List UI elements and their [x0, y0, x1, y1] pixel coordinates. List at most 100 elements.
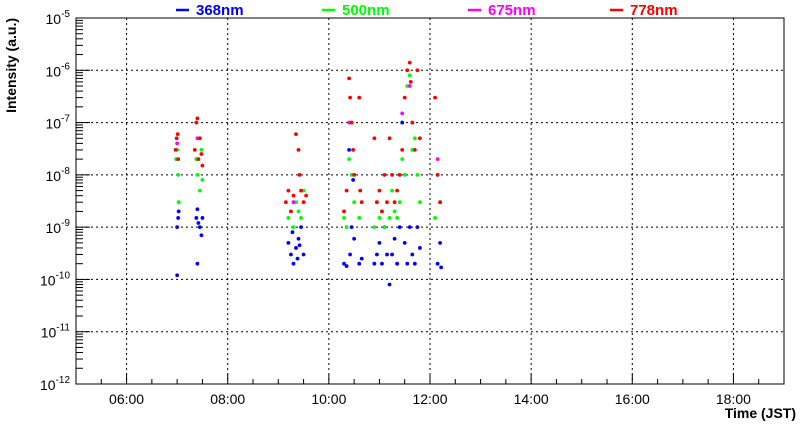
data-point	[372, 136, 377, 141]
legend: 368nm 500nm 675nm 778nm	[176, 2, 678, 19]
data-point	[375, 252, 379, 257]
data-point	[294, 246, 298, 250]
data-point	[348, 95, 352, 100]
data-point	[199, 152, 204, 156]
data-point	[296, 236, 301, 241]
data-point	[402, 240, 407, 245]
data-point	[173, 148, 178, 152]
data-point	[417, 246, 422, 250]
data-point	[375, 200, 379, 205]
grid-lines	[76, 18, 784, 384]
data-point	[342, 216, 346, 220]
data-point	[417, 200, 422, 205]
series-368nm	[175, 120, 444, 287]
data-point	[402, 172, 407, 177]
data-point	[344, 188, 349, 193]
data-point	[400, 157, 405, 162]
axes: 06:00 08:00 10:00 12:00 14:00 16:00 18:00 10-12…	[40, 9, 760, 407]
data-point	[415, 172, 420, 177]
data-point	[342, 261, 346, 266]
data-point	[344, 225, 349, 230]
data-point	[395, 261, 400, 266]
data-point	[352, 172, 357, 177]
data-point	[380, 261, 384, 266]
x-tick-label: 14:00	[514, 391, 549, 407]
x-tick-label: 06:00	[109, 391, 144, 407]
data-point	[283, 200, 288, 205]
data-point	[405, 261, 410, 266]
data-point	[291, 225, 296, 230]
data-point	[412, 136, 417, 141]
data-point	[387, 136, 392, 141]
data-point	[392, 209, 397, 214]
data-point	[286, 188, 291, 193]
data-point	[175, 225, 180, 230]
legend-entry: 500nm	[342, 2, 390, 19]
data-point	[291, 193, 296, 198]
data-point	[439, 265, 444, 270]
data-point	[397, 225, 402, 230]
data-point	[289, 252, 293, 257]
data-point	[176, 172, 181, 177]
data-point	[352, 236, 357, 241]
data-point	[400, 148, 405, 152]
data-point	[372, 261, 377, 266]
data-point	[400, 120, 405, 125]
data-point	[301, 252, 306, 257]
data-point	[198, 136, 202, 141]
data-point	[175, 132, 180, 137]
y-tick-label: 10-9	[46, 218, 71, 236]
y-axis-title: Intensity (a.u.)	[3, 18, 19, 113]
data-point	[357, 216, 362, 220]
data-point	[194, 216, 199, 220]
data-point	[301, 200, 306, 205]
x-tick-label: 12:00	[412, 391, 447, 407]
data-point	[351, 148, 356, 152]
data-point	[417, 136, 422, 141]
data-point	[176, 216, 181, 220]
x-tick-label: 08:00	[210, 391, 245, 407]
y-tick-label: 10-11	[41, 323, 71, 341]
data-point	[390, 172, 394, 177]
data-point	[196, 157, 201, 162]
data-point	[176, 200, 181, 205]
data-point	[415, 68, 420, 73]
data-point	[291, 200, 296, 205]
data-point	[405, 68, 410, 73]
data-point	[348, 252, 352, 257]
data-point	[196, 221, 201, 225]
data-point	[438, 200, 443, 205]
data-point	[412, 261, 417, 266]
data-point	[347, 148, 351, 152]
data-point	[296, 209, 301, 214]
data-point	[395, 216, 400, 220]
data-point	[385, 252, 389, 257]
data-point	[200, 163, 205, 168]
data-point	[176, 209, 181, 214]
data-point	[297, 172, 302, 177]
y-tick-label: 10-7	[46, 114, 71, 132]
data-point	[390, 188, 394, 193]
data-point	[415, 225, 420, 230]
data-point	[286, 216, 291, 220]
data-point	[435, 261, 440, 266]
legend-entry: 778nm	[630, 2, 678, 19]
data-point	[410, 120, 415, 125]
data-point	[286, 240, 291, 245]
data-point	[347, 76, 351, 81]
data-point	[402, 95, 407, 100]
data-point	[407, 73, 412, 78]
data-point	[194, 120, 199, 125]
data-point	[392, 236, 397, 241]
data-point	[299, 216, 303, 220]
x-tick-label: 18:00	[716, 391, 751, 407]
data-point	[198, 225, 202, 230]
data-point	[295, 256, 300, 261]
y-tick-label: 10-10	[40, 270, 70, 288]
data-point	[175, 273, 180, 278]
x-tick-label: 10:00	[311, 391, 346, 407]
data-point	[344, 264, 349, 268]
data-point	[357, 95, 362, 100]
